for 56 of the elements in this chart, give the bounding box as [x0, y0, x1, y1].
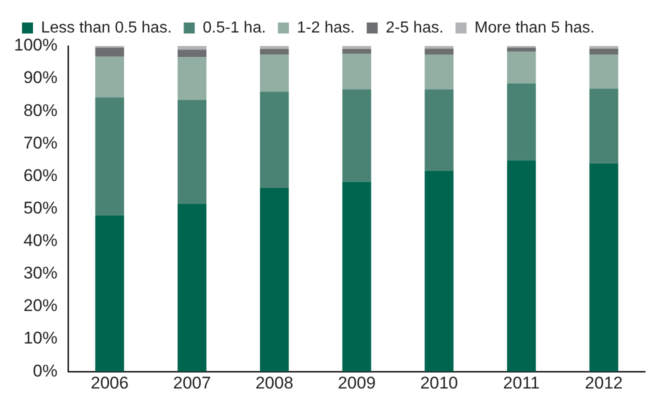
bar: [178, 204, 206, 372]
x-tick-label: 2006: [90, 373, 129, 392]
bar: [178, 100, 206, 204]
legend-label: 1-2 has.: [296, 19, 355, 36]
x-tick-label: 2012: [584, 373, 623, 392]
bar: [589, 88, 618, 164]
legend-label: Less than 0.5 has.: [41, 19, 172, 36]
bar: [95, 48, 124, 57]
bar: [424, 171, 454, 372]
bar: [95, 97, 124, 216]
bar: [260, 92, 289, 188]
bar: [342, 89, 372, 182]
bar: [178, 46, 206, 50]
bar: [260, 46, 289, 49]
bar: [589, 46, 618, 49]
y-tick-label: 50%: [23, 198, 58, 218]
y-tick-label: 70%: [23, 133, 58, 152]
bar: [424, 48, 454, 54]
bar: [178, 57, 206, 100]
y-tick-label: 100%: [14, 36, 58, 55]
bar: [507, 52, 536, 84]
bar: [507, 83, 536, 160]
bar: [95, 215, 124, 372]
y-tick-label: 60%: [23, 166, 58, 185]
bar: [95, 56, 124, 98]
x-tick-label: 2007: [173, 373, 211, 392]
bar: [342, 46, 372, 49]
bar: [342, 54, 372, 90]
y-tick-label: 10%: [23, 328, 58, 348]
legend-label: 2-5 has.: [386, 19, 444, 36]
bar: [424, 89, 454, 172]
bar: [178, 50, 206, 58]
x-tick-label: 2011: [503, 373, 540, 392]
y-tick-label: 30%: [23, 264, 58, 283]
bar: [507, 48, 536, 52]
legend-label: More than 5 has.: [474, 19, 595, 36]
y-tick-label: 40%: [23, 231, 58, 250]
bar: [589, 48, 618, 55]
x-tick-label: 2009: [338, 373, 376, 392]
bar: [260, 54, 289, 92]
bar: [424, 46, 454, 49]
x-tick-label: 2008: [255, 373, 294, 392]
bar: [424, 54, 454, 90]
bar: [260, 48, 289, 55]
x-tick-label: 2010: [420, 373, 458, 392]
y-tick-label: 0%: [32, 361, 58, 380]
y-tick-label: 90%: [23, 68, 58, 88]
y-tick-label: 80%: [23, 100, 58, 120]
legend-label: 0.5-1 ha.: [202, 19, 266, 36]
bar: [342, 182, 372, 372]
bar: [342, 48, 372, 54]
bar: [589, 163, 618, 372]
bar: [260, 188, 289, 372]
bar: [507, 160, 536, 372]
bar: [589, 54, 618, 89]
y-tick-label: 20%: [23, 296, 58, 316]
